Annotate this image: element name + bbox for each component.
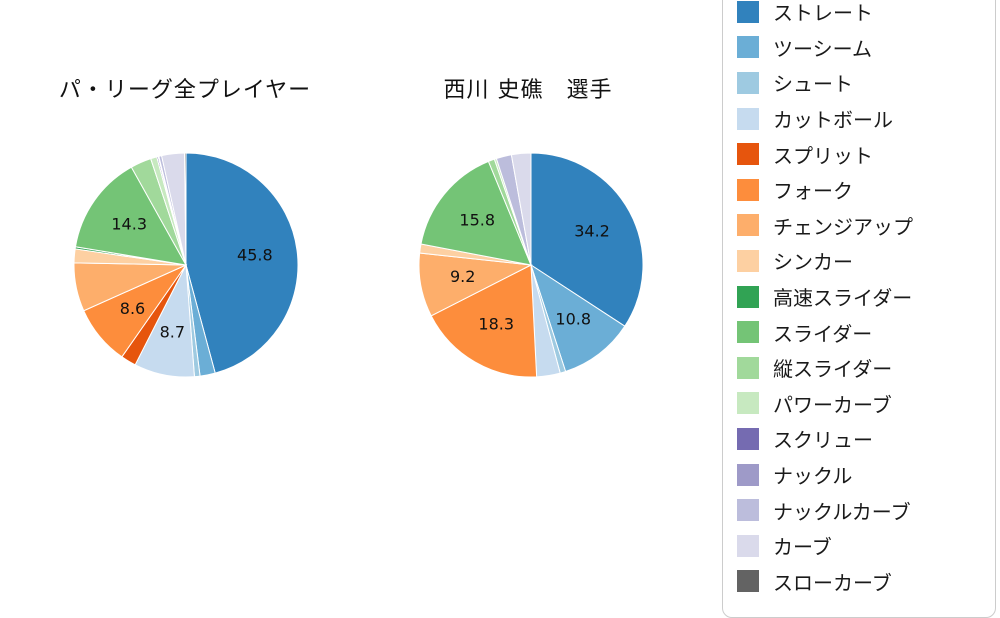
legend-item: 高速スライダー (737, 279, 995, 315)
pie-slice-16 (510, 152, 532, 266)
legend-item: ナックル (737, 457, 995, 493)
legend-swatch (737, 570, 759, 593)
pie-slice-6 (430, 264, 538, 378)
right-pie-title: 西川 史礁 選手 (443, 78, 613, 103)
legend-item: スローカーブ (737, 564, 995, 600)
legend-item: パワーカーブ (737, 386, 995, 422)
pie-value-label: 8.7 (160, 323, 185, 342)
pie-value-label: 15.8 (459, 211, 495, 230)
legend-swatch (737, 36, 759, 59)
pie-slice-10 (420, 160, 532, 266)
legend-label: ナックル (773, 464, 853, 489)
legend-swatch (737, 214, 759, 237)
pie-value-label: 14.3 (111, 215, 147, 234)
legend-label: ストレート (773, 1, 873, 26)
legend-swatch (737, 285, 759, 308)
legend-label: スライダー (773, 321, 873, 346)
legend-label: スクリュー (773, 428, 873, 453)
legend-item: 縦スライダー (737, 350, 995, 386)
pie-value-label: 18.3 (478, 315, 514, 334)
legend-label: チェンジアップ (773, 214, 913, 239)
pie-slice-10 (74, 166, 187, 266)
legend-label: スローカーブ (773, 570, 892, 595)
legend-item: ナックルカーブ (737, 492, 995, 528)
legend-item: スプリット (737, 136, 995, 172)
pie-value-label: 34.2 (574, 221, 610, 240)
legend-item: カットボール (737, 101, 995, 137)
legend-swatch (737, 143, 759, 166)
legend-label: シンカー (773, 250, 853, 275)
legend-swatch (737, 463, 759, 486)
legend-label: カットボール (773, 108, 893, 133)
legend-swatch (737, 178, 759, 201)
pie-value-label: 45.8 (237, 245, 273, 264)
pie-slice-17 (184, 152, 187, 266)
left-pie-title: パ・リーグ全プレイヤー (58, 78, 312, 103)
legend-label: カーブ (773, 535, 832, 560)
pie-slice-2 (530, 263, 626, 373)
legend-label: シュート (773, 72, 853, 97)
legend-label: パワーカーブ (773, 392, 892, 417)
legend-item: シンカー (737, 243, 995, 279)
legend-swatch (737, 427, 759, 450)
legend-swatch (737, 249, 759, 272)
legend-swatch (737, 356, 759, 379)
legend-label: 高速スライダー (773, 286, 913, 311)
legend-item: ツーシーム (737, 30, 995, 66)
legend-swatch (737, 321, 759, 344)
pie-value-label: 10.8 (555, 310, 591, 329)
right-pie-chart: 34.2 10.8 18.3 9.2 15.8 (418, 152, 644, 378)
pie-value-label: 8.6 (120, 299, 145, 318)
legend-swatch (737, 534, 759, 557)
legend-item: スクリュー (737, 421, 995, 457)
legend-label: ツーシーム (773, 36, 872, 61)
pitch-type-comparison-page: パ・リーグ全プレイヤー 西川 史礁 選手 45.8 8.7 8.6 14.3 34.2… (58, 0, 996, 618)
legend-swatch (737, 0, 759, 23)
legend-items: ストレートツーシームシュートカットボール スプリットフォークチェンジアップ シンカー… (737, 0, 995, 599)
legend-swatch (737, 71, 759, 94)
left-pie-chart: 45.8 8.7 8.6 14.3 (73, 152, 299, 378)
legend-label: ナックルカーブ (773, 499, 911, 524)
legend-label: スプリット (773, 143, 873, 168)
legend-item: ストレート (737, 0, 995, 30)
legend-item: カーブ (737, 528, 995, 564)
pie-slice-1 (185, 152, 299, 374)
legend-label: フォーク (773, 179, 853, 204)
legend-item: チェンジアップ (737, 208, 995, 244)
legend-swatch (737, 499, 759, 522)
legend-item: シュート (737, 65, 995, 101)
legend-label: 縦スライダー (773, 357, 893, 382)
legend-swatch (737, 107, 759, 130)
legend: ストレートツーシームシュートカットボール スプリットフォークチェンジアップ シンカー… (722, 0, 996, 618)
legend-swatch (737, 392, 759, 415)
pie-charts-canvas: 45.8 8.7 8.6 14.3 34.2 10.8 18.3 9.2 15.8 (73, 152, 644, 378)
legend-item: フォーク (737, 172, 995, 208)
pie-value-label: 9.2 (450, 267, 475, 286)
legend-item: スライダー (737, 314, 995, 350)
